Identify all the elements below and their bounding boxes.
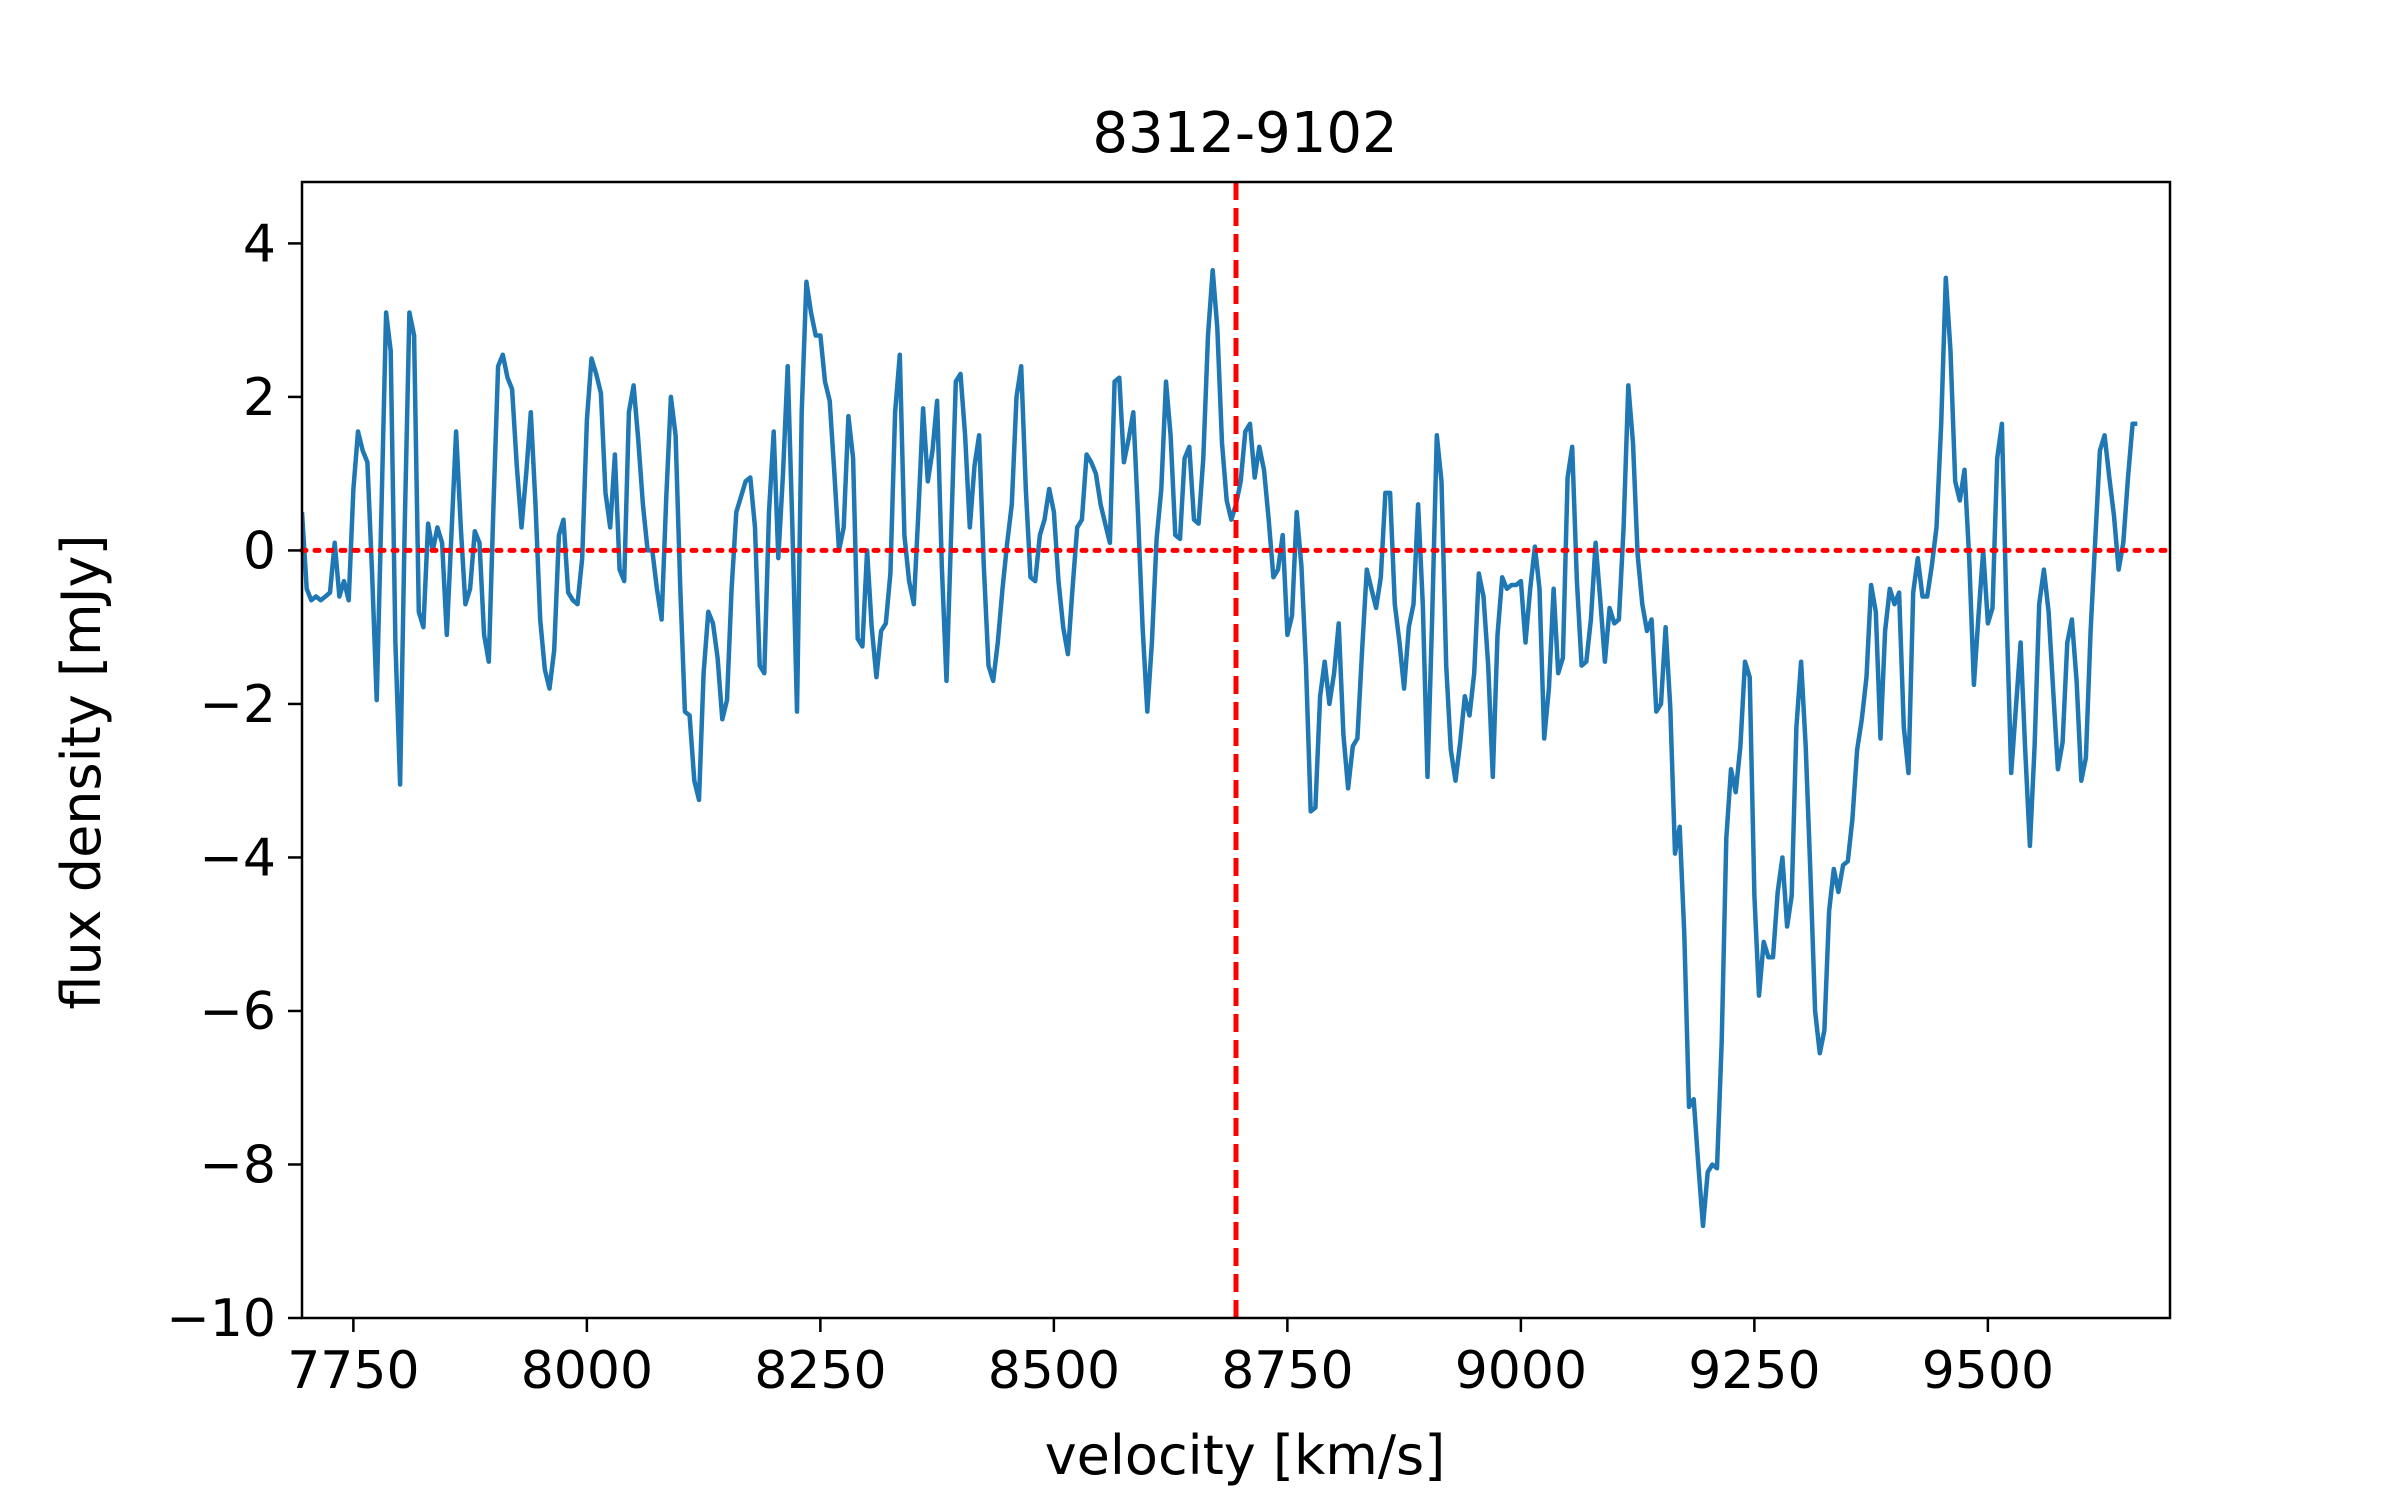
x-axis-label: velocity [km/s] — [1045, 1424, 1446, 1487]
y-axis-label: flux density [mJy] — [50, 534, 113, 1009]
x-tick-label-9500: 9500 — [1922, 1341, 2054, 1401]
plot-area — [299, 180, 2173, 1320]
x-tick-label-9250: 9250 — [1688, 1341, 1820, 1401]
x-tick-label-7750: 7750 — [287, 1341, 419, 1401]
y-tick-label-1: 2 — [243, 368, 276, 428]
y-tick-label-0: 4 — [243, 214, 276, 274]
x-tick-label-8500: 8500 — [988, 1341, 1120, 1401]
y-tick-label-6: −8 — [199, 1135, 276, 1195]
x-tick-label-9000: 9000 — [1455, 1341, 1587, 1401]
y-tick-label-7: −10 — [166, 1289, 276, 1349]
y-tick-label-5: −6 — [199, 982, 276, 1042]
x-tick-label-8000: 8000 — [521, 1341, 653, 1401]
chart-title: 8312-9102 — [1092, 101, 1397, 166]
series-line-0 — [302, 268, 2138, 1229]
y-tick-label-4: −4 — [199, 828, 276, 888]
x-axis: 7750 8000 8250 8500 8750 9000 9250 9500 — [287, 1318, 2054, 1401]
plot-frame — [300, 180, 2172, 1320]
y-axis: 4 2 0 −2 −4 −6 −8 −10 — [166, 214, 302, 1349]
y-tick-label-3: −2 — [199, 675, 276, 735]
y-tick-label-2: 0 — [243, 521, 276, 581]
x-tick-label-8750: 8750 — [1221, 1341, 1353, 1401]
x-tick-label-8250: 8250 — [754, 1341, 886, 1401]
